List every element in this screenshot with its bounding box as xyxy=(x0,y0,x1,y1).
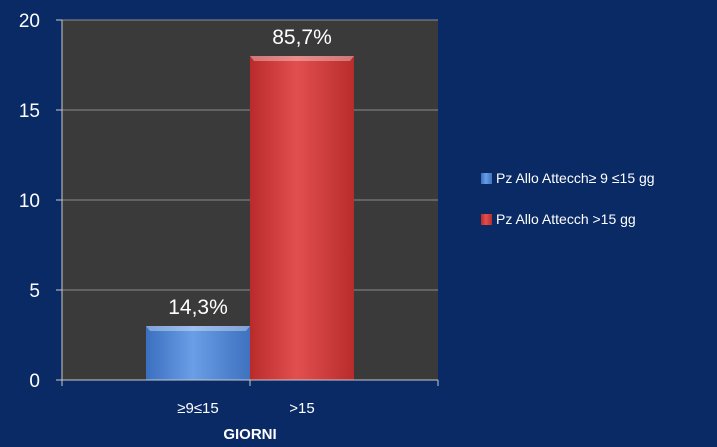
legend-label: Pz Allo Attecch≥ 9 ≤15 gg xyxy=(496,170,655,186)
bars xyxy=(146,56,354,380)
y-tick-label: 5 xyxy=(29,281,40,302)
legend-swatch xyxy=(481,173,492,184)
labels: 0 5 10 15 20 ≥9≤15 14,3% >15 85,7% xyxy=(19,11,332,417)
y-tick-label: 0 xyxy=(29,371,40,392)
legend: Pz Allo Attecch≥ 9 ≤15 gg Pz Allo Attecch… xyxy=(481,170,655,227)
bar-bevel xyxy=(146,326,250,331)
axes xyxy=(56,19,439,386)
x-tick-label: >15 xyxy=(289,400,314,417)
x-tick-label: ≥9≤15 xyxy=(177,400,219,417)
legend-label: Pz Allo Attecch >15 gg xyxy=(496,211,636,227)
data-label: 14,3% xyxy=(168,296,228,319)
data-label: 85,7% xyxy=(272,26,332,49)
bar xyxy=(250,56,354,380)
bar-bevel xyxy=(250,56,354,61)
y-tick-label: 10 xyxy=(19,191,40,212)
bar xyxy=(146,326,250,380)
y-tick-label: 15 xyxy=(19,101,40,122)
legend-swatch xyxy=(481,214,492,225)
y-tick-label: 20 xyxy=(19,11,40,32)
x-axis-title: GIORNI xyxy=(223,426,276,442)
